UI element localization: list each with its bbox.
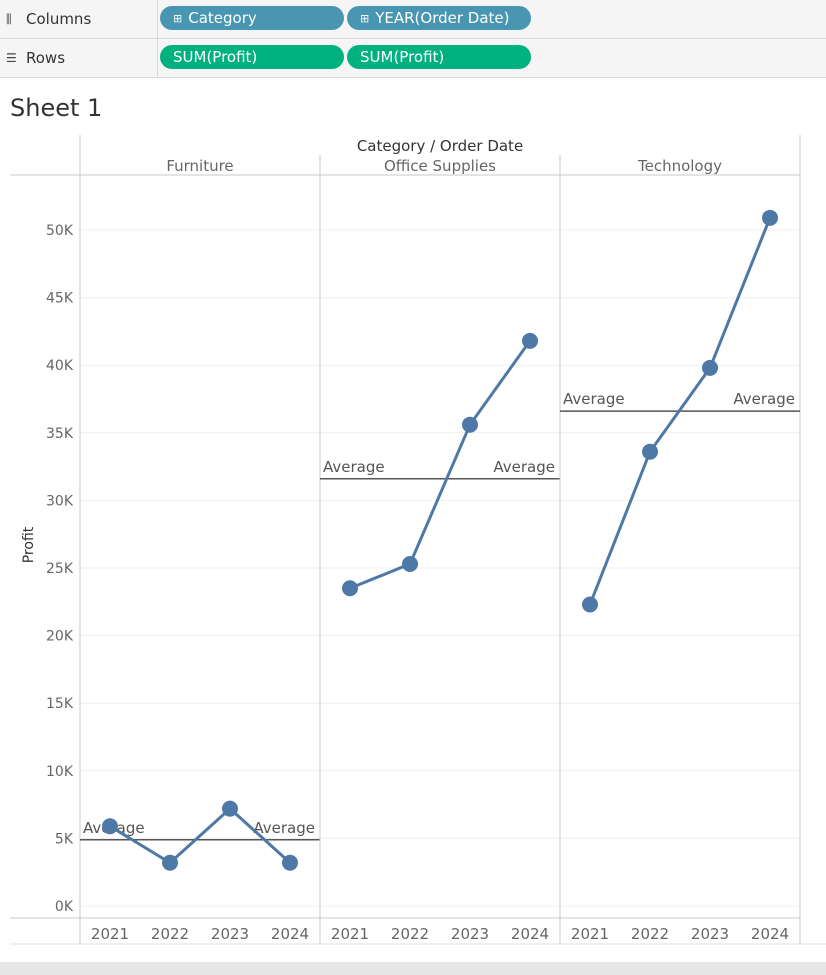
data-point (762, 209, 778, 226)
chart-header-title: Category / Order Date (357, 137, 523, 155)
y-tick-label: 30K (46, 493, 74, 509)
data-point (162, 854, 178, 871)
y-tick-label: 10K (46, 764, 74, 780)
x-tick-label: 2021 (91, 925, 129, 943)
y-axis-label: Profit (21, 526, 37, 563)
rows-shelf: ☰ Rows SUM(Profit) SUM(Profit) (0, 39, 826, 78)
x-tick-label: 2024 (511, 925, 549, 943)
average-label-left: Average (323, 458, 385, 476)
sheet-title: Sheet 1 (10, 94, 103, 122)
y-tick-label: 40K (46, 358, 74, 374)
x-tick-label: 2022 (391, 925, 429, 943)
x-tick-label: 2021 (571, 925, 609, 943)
data-point (522, 332, 538, 349)
columns-shelf: ⫼ Columns ⊞ Category ⊞ YEAR(Order Date) (0, 0, 826, 39)
data-point (462, 416, 478, 433)
sum-profit-pill-2[interactable]: SUM(Profit) (347, 45, 531, 69)
rows-icon: ☰ (6, 51, 17, 65)
x-tick-label: 2022 (151, 925, 189, 943)
y-tick-label: 15K (46, 696, 74, 712)
category-pill[interactable]: ⊞ Category (160, 6, 344, 30)
x-tick-label: 2021 (331, 925, 369, 943)
y-tick-label: 35K (46, 426, 74, 442)
data-point (342, 580, 358, 597)
y-tick-label: 0K (55, 899, 74, 915)
bottom-scrollbar[interactable] (0, 962, 826, 975)
data-point (402, 555, 418, 572)
panel-header-1: Furniture (166, 157, 233, 175)
series-line-1 (109, 806, 292, 865)
year-pill-label: YEAR(Order Date) (375, 9, 510, 27)
panel-header-2: Office Supplies (384, 157, 496, 175)
series-line-3 (588, 217, 772, 606)
average-label-right: Average (493, 458, 555, 476)
rows-label: Rows (26, 49, 66, 67)
average-label-right: Average (733, 390, 795, 408)
sum-profit-pill-1[interactable]: SUM(Profit) (160, 45, 344, 69)
rows-shelf-label: ☰ Rows (0, 39, 158, 77)
x-tick-label: 2023 (211, 925, 249, 943)
data-point (102, 818, 118, 835)
y-tick-label: 5K (55, 831, 74, 847)
columns-shelf-label: ⫼ Columns (0, 0, 158, 38)
columns-icon: ⫼ (6, 11, 12, 26)
columns-label: Columns (26, 10, 92, 28)
data-point (702, 359, 718, 376)
panel-header-3: Technology (637, 157, 722, 175)
x-tick-label: 2024 (751, 925, 789, 943)
y-tick-label: 25K (46, 561, 74, 577)
data-point (642, 443, 658, 460)
year-order-date-pill[interactable]: ⊞ YEAR(Order Date) (347, 6, 531, 30)
y-tick-label: 20K (46, 629, 74, 645)
average-label-right: Average (253, 819, 315, 837)
sum-profit-label-2: SUM(Profit) (360, 48, 445, 66)
x-tick-label: 2024 (271, 925, 309, 943)
data-point (582, 596, 598, 613)
y-tick-label: 50K (46, 223, 74, 239)
x-tick-label: 2022 (631, 925, 669, 943)
sum-profit-label-1: SUM(Profit) (173, 48, 258, 66)
expand-icon[interactable]: ⊞ (173, 11, 183, 25)
expand-icon[interactable]: ⊞ (360, 11, 370, 25)
series-line-2 (349, 339, 532, 590)
x-tick-label: 2023 (451, 925, 489, 943)
x-tick-label: 2023 (691, 925, 729, 943)
category-pill-label: Category (188, 9, 257, 27)
data-point (222, 800, 238, 817)
data-point (282, 854, 298, 871)
average-label-left: Average (563, 390, 625, 408)
y-tick-label: 45K (46, 291, 74, 307)
